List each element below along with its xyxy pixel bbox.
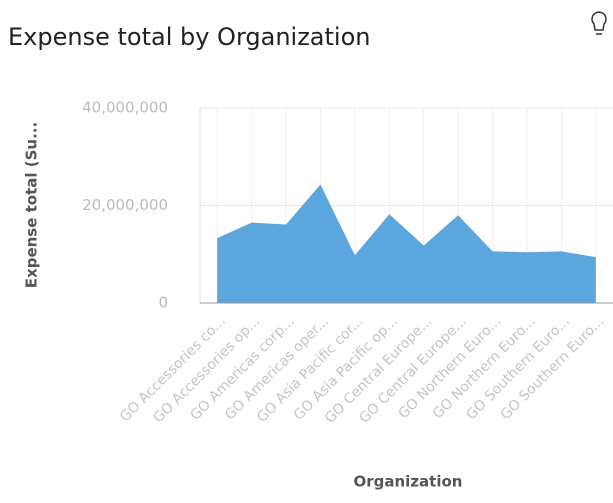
chart-title: Expense total by Organization: [8, 23, 370, 51]
y-axis-title: Expense total (Su...: [23, 122, 41, 288]
y-tick-label: 40,000,000: [82, 99, 168, 117]
x-axis-title: Organization: [354, 473, 463, 491]
idea-icon[interactable]: [591, 11, 607, 35]
y-tick-label: 20,000,000: [82, 196, 168, 214]
y-tick-label: 0: [158, 294, 168, 312]
area: [217, 184, 596, 303]
